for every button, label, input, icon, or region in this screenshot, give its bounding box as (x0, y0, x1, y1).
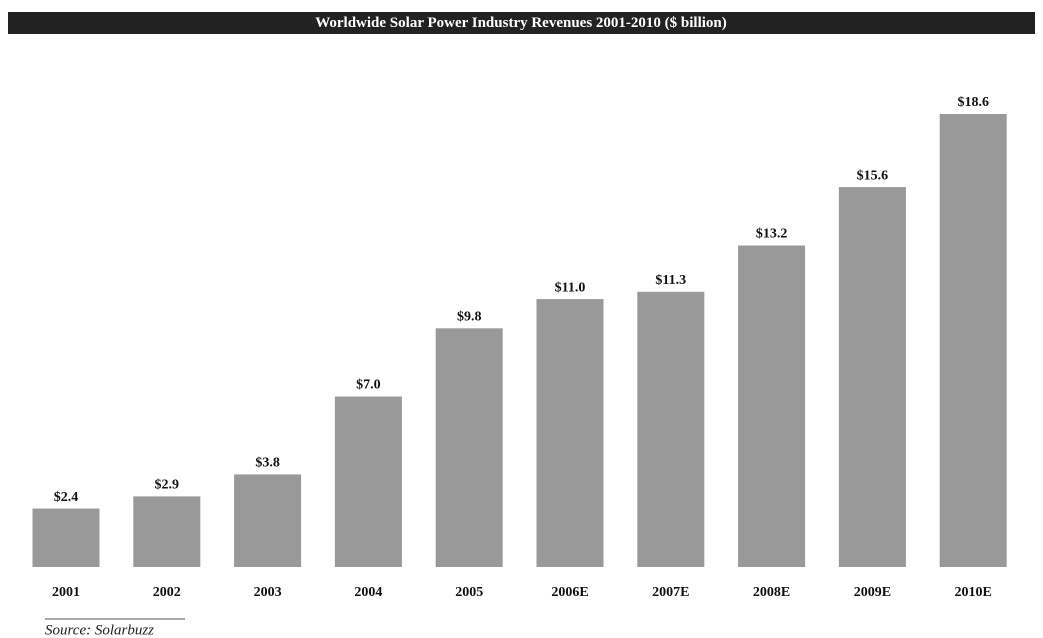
value-label: $9.8 (457, 310, 482, 325)
x-tick-label: 2001 (52, 585, 80, 600)
value-label: $11.0 (555, 280, 586, 295)
bar (32, 508, 100, 567)
value-label: $3.8 (255, 456, 280, 471)
x-tick-label: 2010E (955, 585, 992, 600)
x-tick-label: 2003 (254, 585, 282, 600)
title-banner (8, 12, 1035, 34)
x-tick-label: 2007E (652, 585, 689, 600)
bar (939, 114, 1007, 567)
x-tick-label: 2002 (153, 585, 181, 600)
x-tick-label: 2009E (854, 585, 891, 600)
chart-title: Worldwide Solar Power Industry Revenues … (315, 15, 727, 31)
bar (536, 299, 604, 567)
x-tick-label: 2005 (455, 585, 483, 600)
bar (637, 291, 705, 567)
value-label: $7.0 (356, 378, 381, 393)
x-tick-label: 2008E (753, 585, 790, 600)
value-label: $13.2 (756, 227, 788, 242)
bar (738, 245, 806, 568)
value-label: $15.6 (857, 168, 889, 183)
bar (133, 496, 201, 567)
x-tick-label: 2006E (551, 585, 588, 600)
bar (334, 396, 402, 567)
bar (838, 187, 906, 567)
bar (234, 474, 302, 567)
value-label: $2.4 (54, 490, 79, 505)
value-label: $2.9 (155, 478, 180, 493)
value-label: $11.3 (655, 273, 686, 288)
bar (435, 328, 503, 567)
value-label: $18.6 (957, 95, 989, 110)
x-tick-label: 2004 (354, 585, 382, 600)
source-note: Source: Solarbuzz (45, 622, 154, 638)
